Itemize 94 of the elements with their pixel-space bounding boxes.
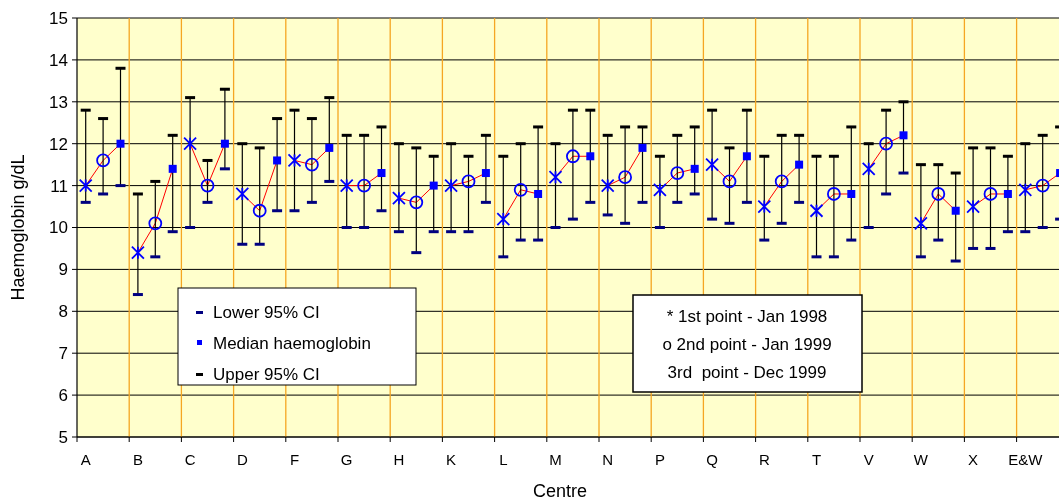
point [931, 187, 946, 201]
point [409, 195, 424, 210]
point [377, 169, 386, 178]
y-tick-label: 6 [58, 386, 68, 406]
point [1018, 182, 1033, 197]
point [273, 156, 282, 165]
point [757, 199, 772, 214]
point [429, 181, 438, 190]
point [235, 187, 250, 201]
point [690, 164, 699, 173]
point [148, 216, 163, 231]
point [566, 149, 580, 164]
point [534, 189, 543, 198]
y-tick-label: 10 [49, 218, 68, 238]
x-tick-label: L [499, 451, 508, 468]
y-tick-label: 15 [49, 8, 68, 28]
point [116, 139, 125, 148]
point [742, 152, 751, 161]
x-tick-label: N [602, 451, 614, 468]
point [200, 178, 215, 193]
y-tick-label: 13 [49, 92, 68, 112]
y-tick-label: 14 [49, 50, 68, 70]
x-tick-label: T [811, 451, 822, 468]
point [168, 164, 177, 173]
point [183, 136, 197, 151]
point [339, 178, 354, 193]
x-tick-label: C [184, 451, 196, 468]
point [600, 178, 615, 193]
point [809, 203, 824, 218]
point [305, 157, 319, 172]
x-tick-label: R [758, 451, 770, 468]
x-tick-label: Q [706, 451, 718, 468]
x-tick-label: D [236, 451, 248, 468]
point [96, 153, 110, 168]
x-tick-label: M [549, 451, 562, 468]
annotation: o 2nd point - Jan 1999 [662, 334, 832, 354]
point [252, 203, 267, 218]
annotation: * 1st point - Jan 1998 [666, 306, 828, 326]
point [461, 174, 476, 189]
y-tick-label: 9 [58, 260, 68, 280]
point [357, 178, 371, 193]
point [795, 160, 804, 169]
x-tick-label: B [132, 451, 143, 468]
x-tick-label: H [393, 451, 405, 468]
x-axis-title: Centre [532, 481, 588, 501]
point [983, 187, 998, 201]
x-tick-label: X [968, 451, 979, 468]
x-tick-label: K [446, 451, 457, 468]
annotation: 3rd point - Dec 1999 [667, 362, 827, 382]
point [1003, 189, 1012, 198]
x-tick-label: P [654, 451, 665, 468]
annotation: Median haemoglobin [213, 333, 371, 353]
point [513, 182, 528, 197]
point [966, 199, 980, 214]
point [287, 153, 302, 168]
y-axis-title: Haemoglobin g/dL [8, 154, 28, 301]
point [722, 174, 737, 189]
point [1035, 178, 1050, 193]
annotation: Upper 95% CI [213, 364, 320, 384]
point [899, 131, 908, 140]
point [861, 161, 876, 176]
x-tick-label: G [340, 451, 353, 468]
point [847, 189, 856, 198]
point [586, 152, 595, 161]
y-tick-label: 11 [50, 176, 68, 196]
x-tick-label: A [80, 451, 91, 468]
point [548, 170, 563, 185]
point [653, 182, 667, 197]
y-tick-label: 7 [58, 344, 68, 364]
point [951, 206, 960, 215]
x-tick-label: E&W [1008, 451, 1044, 468]
point [481, 169, 490, 178]
point [827, 187, 841, 201]
point [670, 166, 685, 180]
point [774, 174, 789, 189]
point [914, 216, 928, 231]
x-tick-label: W [913, 451, 929, 468]
y-tick-label: 12 [49, 134, 68, 154]
point [220, 139, 229, 148]
x-tick-label: F [289, 451, 300, 468]
point [638, 143, 647, 152]
annotation: Lower 95% CI [213, 302, 320, 322]
y-tick-label: 5 [58, 427, 68, 447]
point [444, 178, 458, 193]
point [496, 212, 511, 227]
point [879, 136, 893, 151]
point [78, 178, 93, 193]
x-tick-label: V [863, 451, 874, 468]
point [131, 245, 145, 260]
point [325, 143, 334, 152]
point [392, 191, 406, 206]
point [618, 170, 632, 185]
y-tick-label: 8 [58, 302, 68, 322]
point [705, 157, 719, 172]
